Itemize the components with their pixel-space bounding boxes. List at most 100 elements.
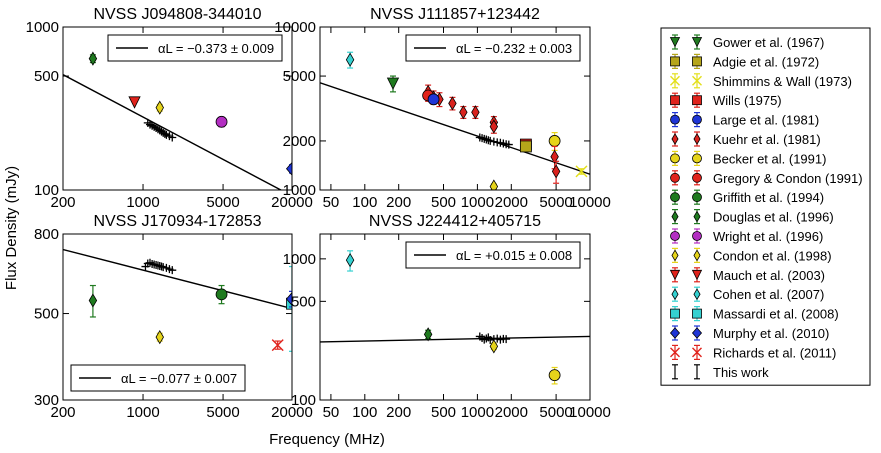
legend-label: Shimmins & Wall (1973) — [713, 74, 852, 89]
legend-label: Douglas et al. (1996) — [713, 210, 834, 225]
legend-label: Murphy et al. (2010) — [713, 326, 829, 341]
legend-marker — [691, 327, 703, 339]
legend-label: Becker et al. (1991) — [713, 151, 826, 166]
legend-marker — [669, 269, 681, 281]
legend-label: This work — [713, 365, 769, 380]
legend-marker — [670, 347, 680, 358]
legend-entry: Condon et al. (1998) — [671, 247, 832, 263]
this-work-point — [482, 135, 491, 144]
legend-marker — [692, 231, 702, 241]
legend-marker — [669, 37, 681, 48]
legend-marker — [692, 347, 702, 358]
legend-entry: Murphy et al. (2010) — [669, 325, 829, 341]
data-point — [548, 369, 561, 382]
legend-entry: Massardi et al. (2008) — [670, 306, 839, 322]
panel-3: NVSS J170934-172853 200 1000 5000 20000 300 50… — [34, 213, 313, 421]
fit-legend-label: αL = −0.373 ± 0.009 — [158, 41, 274, 56]
y-tick-label: 1000 — [283, 251, 316, 268]
x-tick-label: 2000 — [495, 404, 528, 421]
fit-line — [320, 82, 590, 175]
x-tick-label: 200 — [386, 404, 411, 421]
legend-marker — [691, 269, 703, 281]
data-point — [427, 93, 440, 106]
data-point — [459, 105, 468, 120]
x-tick-label: 1000 — [461, 404, 494, 421]
legend-entry: Wills (1975) — [670, 92, 782, 108]
legend-marker — [671, 133, 679, 145]
legend-entry: Richards et al. (2011) — [670, 344, 836, 360]
legend-entry: Cohen et al. (2007) — [671, 286, 824, 302]
y-tick-label: 500 — [34, 306, 59, 323]
x-axis-label: Frequency (MHz) — [269, 431, 385, 448]
x-tick-label: 200 — [386, 194, 411, 211]
x-tick-label: 1000 — [126, 194, 159, 211]
x-tick-label: 50 — [323, 404, 340, 421]
legend-marker — [693, 288, 701, 301]
legend-marker — [692, 75, 702, 86]
panel-title: NVSS J224412+405715 — [369, 213, 541, 230]
x-tick-label: 20000 — [271, 404, 313, 421]
x-tick-label: 100 — [352, 404, 377, 421]
legend: Gower et al. (1967) Adgie et al. (1972) Sh… — [660, 27, 871, 386]
y-tick-label: 300 — [34, 392, 59, 409]
fit-line — [63, 74, 283, 190]
legend-label: Kuehr et al. (1981) — [713, 132, 821, 147]
legend-label: Griffith et al. (1994) — [713, 190, 824, 205]
panel-title: NVSS J111857+123442 — [370, 6, 540, 23]
data-point — [575, 165, 588, 178]
data-point — [88, 293, 98, 308]
data-point — [550, 149, 559, 164]
legend-marker — [692, 172, 702, 183]
legend-marker — [692, 308, 702, 319]
data-point — [285, 161, 292, 176]
legend-marker — [692, 192, 702, 203]
y-axis-label: Flux Density (mJy) — [3, 166, 20, 290]
data-point — [551, 164, 561, 179]
legend-marker — [692, 56, 702, 67]
data-point — [155, 100, 164, 115]
data-point — [286, 297, 292, 310]
panel-1: NVSS J094808-344010 200 1000 5000 20000 100 50… — [26, 6, 313, 211]
legend-marker — [693, 133, 701, 145]
x-tick-label: 5000 — [539, 404, 572, 421]
legend-entry: Shimmins & Wall (1973) — [670, 73, 852, 89]
x-tick-label: 10000 — [569, 194, 611, 211]
legend-entry: This work — [672, 364, 769, 380]
data-point — [519, 140, 532, 153]
legend-label: Condon et al. (1998) — [713, 248, 832, 263]
data-point — [489, 179, 499, 190]
panel-title: NVSS J170934-172853 — [93, 213, 261, 230]
x-tick-label: 20000 — [271, 194, 313, 211]
x-tick-label: 500 — [431, 404, 456, 421]
legend-entry: Large et al. (1981) — [670, 111, 819, 128]
data-point — [128, 96, 141, 109]
legend-marker — [693, 210, 701, 223]
axes-frame — [319, 233, 591, 401]
legend-marker — [669, 327, 681, 339]
legend-marker — [670, 95, 680, 106]
y-tick-label: 100 — [291, 392, 316, 409]
legend-entry: Gower et al. (1967) — [669, 34, 824, 50]
legend-marker — [670, 114, 680, 125]
legend-marker — [670, 308, 680, 319]
fit-legend-label: αL = −0.077 ± 0.007 — [121, 371, 237, 386]
panel-title: NVSS J094808-344010 — [93, 6, 261, 23]
axes-frame — [62, 233, 293, 401]
x-tick-label: 5000 — [206, 194, 239, 211]
legend-label: Wills (1975) — [713, 93, 782, 108]
this-work-point — [160, 129, 169, 138]
this-work-point — [168, 133, 177, 142]
this-work-point — [482, 334, 491, 343]
legend-label: Adgie et al. (1972) — [713, 54, 819, 69]
plot-area — [63, 51, 292, 190]
legend-label: Gower et al. (1967) — [713, 35, 824, 50]
legend-label: Large et al. (1981) — [713, 113, 819, 128]
y-tick-label: 2000 — [283, 133, 316, 150]
legend-marker — [671, 210, 679, 223]
legend-entry: Kuehr et al. (1981) — [671, 131, 821, 147]
x-tick-label: 200 — [50, 404, 75, 421]
legend-marker — [693, 249, 701, 262]
y-tick-label: 500 — [34, 68, 59, 85]
